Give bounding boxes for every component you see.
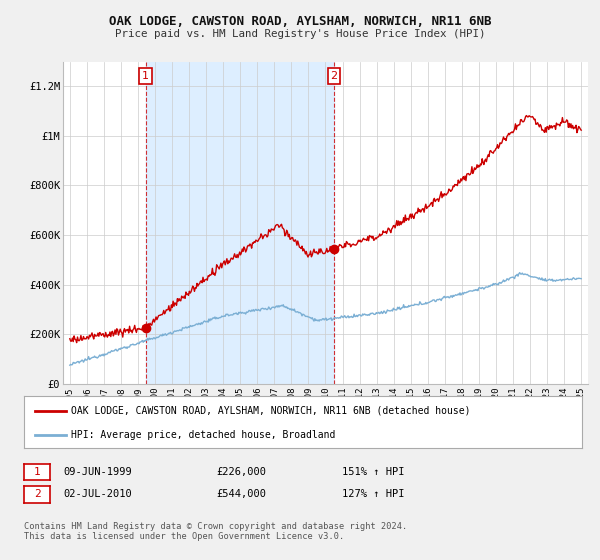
Text: OAK LODGE, CAWSTON ROAD, AYLSHAM, NORWICH, NR11 6NB: OAK LODGE, CAWSTON ROAD, AYLSHAM, NORWIC…	[109, 15, 491, 27]
Text: 151% ↑ HPI: 151% ↑ HPI	[342, 467, 404, 477]
Text: 2: 2	[331, 71, 338, 81]
Text: Price paid vs. HM Land Registry's House Price Index (HPI): Price paid vs. HM Land Registry's House …	[115, 29, 485, 39]
Text: Contains HM Land Registry data © Crown copyright and database right 2024.
This d: Contains HM Land Registry data © Crown c…	[24, 522, 407, 542]
Bar	[146, 62, 334, 384]
Text: HPI: Average price, detached house, Broadland: HPI: Average price, detached house, Broa…	[71, 430, 336, 440]
Text: 127% ↑ HPI: 127% ↑ HPI	[342, 489, 404, 500]
Text: £544,000: £544,000	[216, 489, 266, 500]
Text: OAK LODGE, CAWSTON ROAD, AYLSHAM, NORWICH, NR11 6NB (detached house): OAK LODGE, CAWSTON ROAD, AYLSHAM, NORWIC…	[71, 406, 471, 416]
Text: 1: 1	[142, 71, 149, 81]
Text: £226,000: £226,000	[216, 467, 266, 477]
Text: 09-JUN-1999: 09-JUN-1999	[63, 467, 132, 477]
Text: 1: 1	[34, 467, 41, 477]
Text: 02-JUL-2010: 02-JUL-2010	[63, 489, 132, 500]
Text: 2: 2	[34, 489, 41, 500]
